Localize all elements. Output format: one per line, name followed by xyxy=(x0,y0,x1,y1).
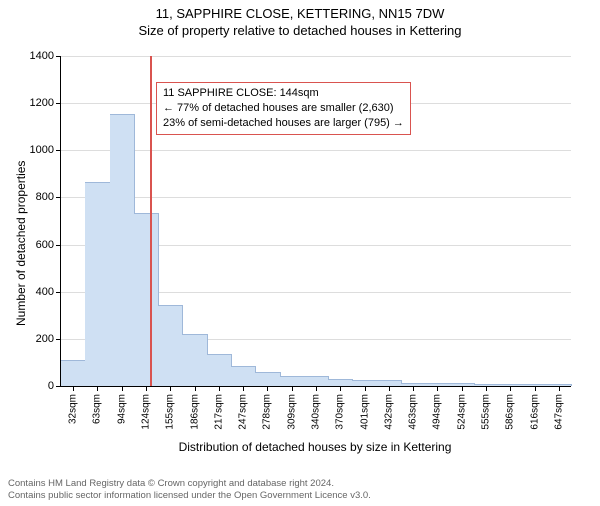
x-tick-label: 494sqm xyxy=(432,394,443,430)
x-axis-label: Distribution of detached houses by size … xyxy=(60,440,570,454)
y-tick-label: 1400 xyxy=(14,50,54,62)
x-tick-label: 124sqm xyxy=(141,394,152,430)
footer-attribution: Contains HM Land Registry data © Crown c… xyxy=(8,478,371,502)
x-tick-label: 63sqm xyxy=(92,394,103,424)
x-tick-label: 32sqm xyxy=(68,394,79,424)
y-tick-mark xyxy=(56,292,61,293)
title-main: 11, SAPPHIRE CLOSE, KETTERING, NN15 7DW xyxy=(0,6,600,21)
y-tick-labels: 0200400600800100012001400 xyxy=(0,56,56,386)
x-tick-label: 340sqm xyxy=(311,394,322,430)
x-tick-mark xyxy=(97,386,98,391)
histogram-bar xyxy=(158,305,183,386)
y-tick-label: 1200 xyxy=(14,97,54,109)
histogram-bar xyxy=(85,182,110,386)
histogram-bar xyxy=(328,379,353,386)
x-tick-label: 616sqm xyxy=(529,394,540,430)
x-tick-label: 217sqm xyxy=(213,394,224,430)
footer-line-1: Contains HM Land Registry data © Crown c… xyxy=(8,478,371,490)
callout-line: 11 SAPPHIRE CLOSE: 144sqm xyxy=(163,86,404,101)
x-tick-mark xyxy=(73,386,74,391)
x-tick-label: 401sqm xyxy=(359,394,370,430)
y-tick-label: 200 xyxy=(14,333,54,345)
x-tick-mark xyxy=(559,386,560,391)
y-tick-mark xyxy=(56,245,61,246)
gridline xyxy=(61,56,571,57)
histogram-bar xyxy=(182,334,207,386)
x-tick-label: 432sqm xyxy=(383,394,394,430)
plot-area: 32sqm63sqm94sqm124sqm155sqm186sqm217sqm2… xyxy=(60,56,571,387)
x-tick-mark xyxy=(170,386,171,391)
x-tick-label: 463sqm xyxy=(408,394,419,430)
y-tick-mark xyxy=(56,56,61,57)
x-tick-mark xyxy=(462,386,463,391)
y-tick-mark xyxy=(56,386,61,387)
x-tick-mark xyxy=(122,386,123,391)
gridline xyxy=(61,150,571,151)
x-tick-label: 186sqm xyxy=(189,394,200,430)
x-tick-mark xyxy=(316,386,317,391)
callout-line: 23% of semi-detached houses are larger (… xyxy=(163,116,404,131)
histogram-bar xyxy=(231,366,256,386)
x-tick-mark xyxy=(486,386,487,391)
y-tick-mark xyxy=(56,150,61,151)
histogram-bar xyxy=(207,354,232,386)
gridline xyxy=(61,197,571,198)
y-tick-label: 800 xyxy=(14,191,54,203)
x-tick-mark xyxy=(437,386,438,391)
y-tick-label: 1000 xyxy=(14,144,54,156)
x-tick-label: 524sqm xyxy=(456,394,467,430)
y-tick-label: 0 xyxy=(14,380,54,392)
y-tick-mark xyxy=(56,339,61,340)
x-tick-mark xyxy=(195,386,196,391)
chart-titles: 11, SAPPHIRE CLOSE, KETTERING, NN15 7DW … xyxy=(0,6,600,38)
x-tick-mark xyxy=(243,386,244,391)
x-tick-label: 586sqm xyxy=(505,394,516,430)
x-tick-label: 155sqm xyxy=(165,394,176,430)
x-tick-mark xyxy=(510,386,511,391)
x-tick-mark xyxy=(267,386,268,391)
x-tick-mark xyxy=(219,386,220,391)
y-tick-mark xyxy=(56,197,61,198)
x-tick-mark xyxy=(146,386,147,391)
title-sub: Size of property relative to detached ho… xyxy=(0,23,600,38)
histogram-bar xyxy=(304,376,329,386)
reference-line xyxy=(150,56,152,386)
x-tick-mark xyxy=(340,386,341,391)
y-tick-mark xyxy=(56,103,61,104)
histogram-bar xyxy=(110,114,135,386)
x-tick-label: 370sqm xyxy=(335,394,346,430)
footer-line-2: Contains public sector information licen… xyxy=(8,490,371,502)
y-tick-label: 600 xyxy=(14,239,54,251)
histogram-bar xyxy=(255,372,280,386)
chart: Number of detached properties 0200400600… xyxy=(0,46,600,446)
histogram-bar xyxy=(61,360,86,386)
x-tick-label: 309sqm xyxy=(286,394,297,430)
x-tick-mark xyxy=(389,386,390,391)
x-tick-label: 94sqm xyxy=(116,394,127,424)
x-tick-label: 555sqm xyxy=(481,394,492,430)
y-tick-label: 400 xyxy=(14,286,54,298)
x-tick-mark xyxy=(413,386,414,391)
x-tick-mark xyxy=(292,386,293,391)
histogram-bar xyxy=(280,376,305,386)
x-tick-label: 247sqm xyxy=(238,394,249,430)
callout-line: ← 77% of detached houses are smaller (2,… xyxy=(163,101,404,116)
x-tick-mark xyxy=(535,386,536,391)
histogram-bar xyxy=(134,213,159,386)
x-tick-label: 278sqm xyxy=(262,394,273,430)
x-tick-label: 647sqm xyxy=(553,394,564,430)
x-tick-mark xyxy=(365,386,366,391)
callout-box: 11 SAPPHIRE CLOSE: 144sqm← 77% of detach… xyxy=(156,82,411,135)
